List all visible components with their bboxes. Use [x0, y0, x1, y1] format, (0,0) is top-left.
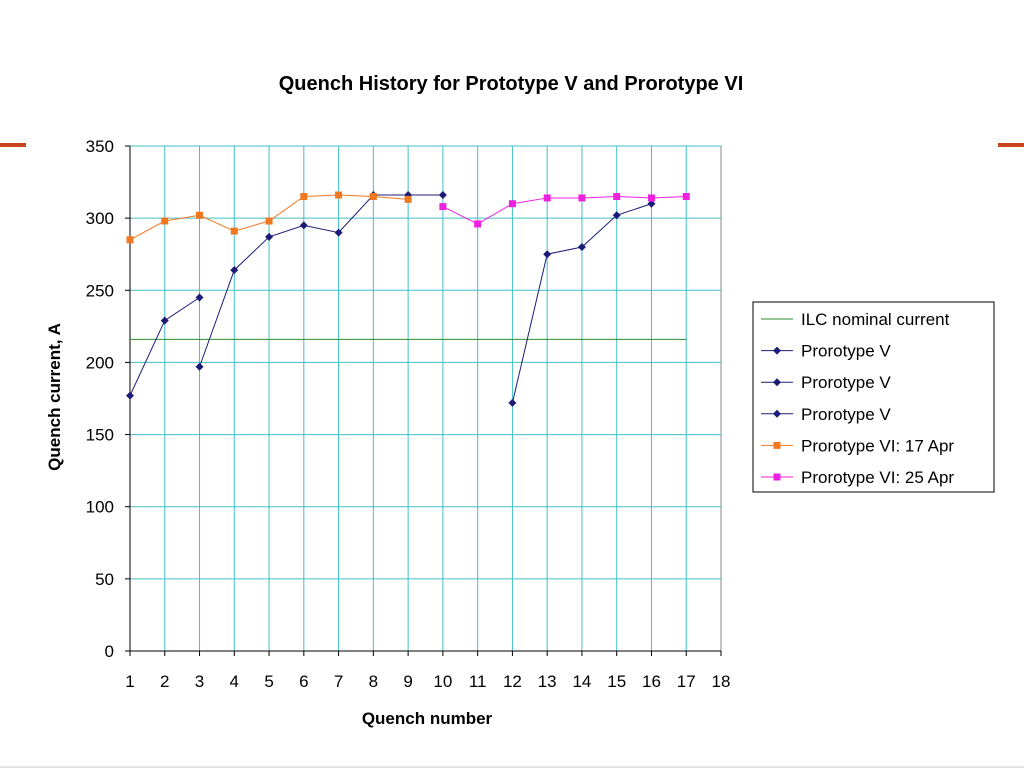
- series-6-point-3: [508, 200, 516, 208]
- x-tick-label-10: 10: [433, 672, 452, 691]
- series-4-point-1: [508, 398, 517, 407]
- x-tick-label-13: 13: [538, 672, 557, 691]
- legend-label-6: Prorotype VI: 25 Apr: [801, 468, 954, 487]
- x-axis-title: Quench number: [362, 709, 493, 728]
- series-5: [126, 191, 412, 244]
- left-accent-bar: [0, 143, 26, 147]
- tick-labels: 1 2 3 4 5 6 7 8 9 10 11 12 13 14 15 16 17 180501001502002…: [86, 137, 731, 691]
- series-2-point-3: [195, 293, 204, 302]
- series-2-point-1: [126, 391, 134, 400]
- x-tick-label-14: 14: [572, 672, 591, 691]
- legend-swatch-marker-6: [773, 473, 781, 481]
- legend-label-3: Prorotype V: [801, 373, 891, 392]
- series-6-point-6: [613, 193, 621, 200]
- y-tick-label-100: 100: [86, 498, 114, 517]
- series-5-point-8: [369, 193, 377, 200]
- series-3-point-2: [230, 266, 239, 275]
- y-tick-label-350: 350: [86, 137, 114, 156]
- series-3-point-1: [195, 362, 204, 371]
- y-tick-label-250: 250: [86, 281, 114, 300]
- x-tick-label-2: 2: [160, 672, 169, 691]
- series-5-point-9: [404, 195, 412, 203]
- series-5-point-6: [300, 193, 308, 200]
- x-tick-label-18: 18: [712, 672, 731, 691]
- series-5-point-1: [126, 236, 134, 244]
- legend-item-4: Prorotype V: [761, 405, 891, 424]
- series-4-point-2: [543, 250, 552, 259]
- x-tick-label-6: 6: [299, 672, 308, 691]
- y-tick-label-200: 200: [86, 353, 114, 372]
- series-6: [439, 193, 690, 228]
- x-tick-label-3: 3: [195, 672, 204, 691]
- chart-title: Quench History for Prototype V and Proro…: [279, 73, 744, 95]
- y-tick-label-0: 0: [105, 642, 114, 661]
- series-4-point-4: [612, 211, 621, 220]
- legend-item-6: Prorotype VI: 25 Apr: [761, 468, 954, 487]
- legend-item-5: Prorotype VI: 17 Apr: [761, 436, 954, 455]
- series-6-point-7: [647, 194, 655, 202]
- legend-item-1: ILC nominal current: [761, 310, 950, 329]
- y-tick-label-300: 300: [86, 209, 114, 228]
- bottom-rule: [0, 766, 1024, 768]
- series-5-point-2: [161, 217, 169, 225]
- series-3-point-3: [265, 232, 274, 241]
- series-3: [195, 191, 447, 371]
- legend-item-3: Prorotype V: [761, 373, 891, 392]
- legend-swatch-marker-3: [773, 378, 781, 387]
- series-6-point-2: [474, 220, 482, 228]
- legend-swatch-marker-5: [773, 441, 781, 449]
- legend-swatch-marker-2: [773, 346, 781, 355]
- chart-legend: ILC nominal current Prorotype V Prorotype …: [752, 301, 995, 493]
- x-tick-label-5: 5: [264, 672, 273, 691]
- x-tick-label-12: 12: [503, 672, 522, 691]
- legend-label-1: ILC nominal current: [801, 310, 950, 329]
- series-5-point-7: [335, 191, 343, 199]
- series-4: [508, 199, 656, 407]
- x-tick-label-4: 4: [230, 672, 239, 691]
- x-tick-label-16: 16: [642, 672, 661, 691]
- series-5-point-3: [196, 211, 204, 219]
- legend-label-5: Prorotype VI: 17 Apr: [801, 436, 954, 455]
- series-6-point-1: [439, 203, 447, 211]
- y-tick-label-50: 50: [95, 570, 114, 589]
- x-tick-label-9: 9: [403, 672, 412, 691]
- series-2-point-2: [160, 316, 169, 325]
- series-3-point-4: [299, 221, 308, 230]
- y-axis-title: Quench current, A: [45, 323, 64, 471]
- series-3-point-5: [334, 228, 343, 237]
- series-4-point-5: [647, 199, 656, 208]
- x-tick-label-8: 8: [369, 672, 378, 691]
- series-6-point-8: [682, 193, 690, 200]
- series-6-line: [442, 195, 687, 225]
- y-tick-label-150: 150: [86, 426, 114, 445]
- legend-label-4: Prorotype V: [801, 405, 891, 424]
- series-3-point-8: [438, 191, 447, 200]
- series-5-point-5: [265, 217, 273, 225]
- series-6-point-4: [543, 194, 551, 202]
- legend-swatch-marker-4: [773, 409, 781, 418]
- x-tick-label-11: 11: [469, 672, 487, 691]
- plot-grid: [129, 145, 722, 652]
- x-tick-label-1: 1: [125, 672, 134, 691]
- series-5-point-4: [230, 227, 238, 235]
- series-6-point-5: [578, 194, 586, 202]
- plot-area-border: [129, 145, 722, 652]
- x-tick-label-15: 15: [607, 672, 626, 691]
- series-4-point-3: [577, 243, 586, 251]
- legend-label-2: Prorotype V: [801, 342, 891, 361]
- series-layer: [126, 191, 690, 407]
- right-accent-bar: [998, 143, 1024, 147]
- x-tick-label-7: 7: [334, 672, 343, 691]
- series-3-line: [199, 194, 443, 367]
- x-tick-label-17: 17: [677, 672, 696, 691]
- legend-item-2: Prorotype V: [761, 342, 891, 361]
- legend-box: [752, 301, 995, 493]
- series-2: [126, 293, 204, 400]
